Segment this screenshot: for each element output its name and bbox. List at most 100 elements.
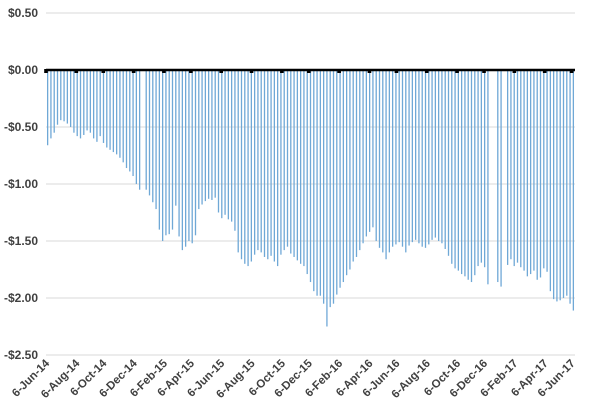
bar bbox=[66, 70, 69, 124]
bar bbox=[158, 70, 161, 230]
bar bbox=[234, 70, 236, 231]
bar bbox=[322, 70, 325, 304]
bar bbox=[257, 70, 259, 251]
bar bbox=[198, 70, 200, 210]
bar bbox=[69, 70, 72, 127]
bar bbox=[382, 70, 384, 253]
bars bbox=[46, 70, 575, 327]
bar bbox=[129, 70, 131, 172]
zero-marker bbox=[101, 69, 106, 73]
bar bbox=[92, 70, 95, 139]
bar bbox=[267, 70, 269, 260]
bar bbox=[79, 70, 82, 139]
bar bbox=[546, 70, 548, 272]
bar bbox=[329, 70, 331, 308]
y-tick-label: -$2.00 bbox=[4, 291, 38, 305]
bar bbox=[506, 70, 509, 265]
bar bbox=[303, 70, 305, 267]
bar bbox=[191, 70, 193, 244]
bar bbox=[286, 70, 289, 247]
bar bbox=[523, 70, 525, 271]
bar bbox=[398, 70, 400, 243]
bar bbox=[539, 70, 542, 278]
bar bbox=[441, 70, 443, 244]
bar bbox=[319, 70, 322, 296]
zero-marker bbox=[44, 69, 48, 73]
zero-marker bbox=[424, 69, 429, 73]
bar bbox=[526, 70, 529, 277]
bar bbox=[102, 70, 105, 143]
bar bbox=[165, 70, 167, 236]
bar bbox=[516, 70, 519, 263]
bar bbox=[365, 70, 368, 237]
bar bbox=[569, 70, 571, 304]
bar bbox=[152, 70, 154, 203]
bar bbox=[428, 70, 430, 245]
bar bbox=[56, 70, 59, 125]
bar bbox=[83, 70, 85, 135]
zero-marker bbox=[74, 69, 79, 73]
zero-marker bbox=[280, 69, 284, 73]
bar bbox=[50, 70, 52, 139]
bar bbox=[276, 70, 279, 267]
bar bbox=[99, 70, 101, 137]
bar bbox=[552, 70, 555, 300]
bar bbox=[247, 70, 249, 267]
bar bbox=[467, 70, 469, 280]
bar bbox=[155, 70, 157, 210]
bar bbox=[395, 70, 397, 245]
bar bbox=[470, 70, 473, 283]
zero-marker bbox=[367, 69, 372, 73]
zero-marker bbox=[482, 69, 486, 73]
bar bbox=[391, 70, 394, 247]
bar bbox=[451, 70, 453, 264]
bar bbox=[175, 70, 177, 206]
bar bbox=[125, 70, 128, 169]
bar bbox=[96, 70, 98, 142]
bar bbox=[352, 70, 354, 262]
bar bbox=[237, 70, 239, 253]
bar bbox=[559, 70, 561, 301]
bar bbox=[454, 70, 456, 269]
zero-marker bbox=[307, 69, 311, 73]
bar bbox=[211, 70, 213, 200]
bar bbox=[204, 70, 207, 202]
bar bbox=[316, 70, 318, 296]
bar bbox=[145, 70, 147, 190]
bar bbox=[480, 70, 483, 263]
zero-marker bbox=[337, 69, 341, 73]
bar bbox=[46, 70, 49, 146]
bar bbox=[161, 70, 164, 241]
bar bbox=[112, 70, 115, 153]
zero-marker bbox=[455, 69, 459, 73]
bar bbox=[309, 70, 312, 283]
bar bbox=[283, 70, 285, 251]
bar bbox=[184, 70, 187, 247]
zero-marker bbox=[542, 69, 547, 73]
bar bbox=[405, 70, 407, 253]
bar bbox=[411, 70, 414, 243]
bar bbox=[368, 70, 371, 232]
bar bbox=[566, 70, 568, 296]
bar bbox=[313, 70, 315, 292]
bar bbox=[119, 70, 121, 158]
bar bbox=[543, 70, 545, 269]
bar bbox=[510, 70, 512, 260]
bar bbox=[73, 70, 75, 133]
bar bbox=[299, 70, 302, 264]
bar bbox=[536, 70, 538, 280]
bar bbox=[280, 70, 282, 255]
bar bbox=[270, 70, 272, 256]
bar bbox=[240, 70, 243, 260]
bar bbox=[497, 70, 499, 283]
bar bbox=[375, 70, 377, 241]
bar bbox=[437, 70, 440, 241]
bar bbox=[227, 70, 230, 220]
bar bbox=[359, 70, 361, 251]
bar bbox=[408, 70, 410, 246]
bar bbox=[355, 70, 358, 257]
bar bbox=[194, 70, 197, 236]
bar bbox=[444, 70, 446, 249]
bar bbox=[572, 70, 575, 311]
